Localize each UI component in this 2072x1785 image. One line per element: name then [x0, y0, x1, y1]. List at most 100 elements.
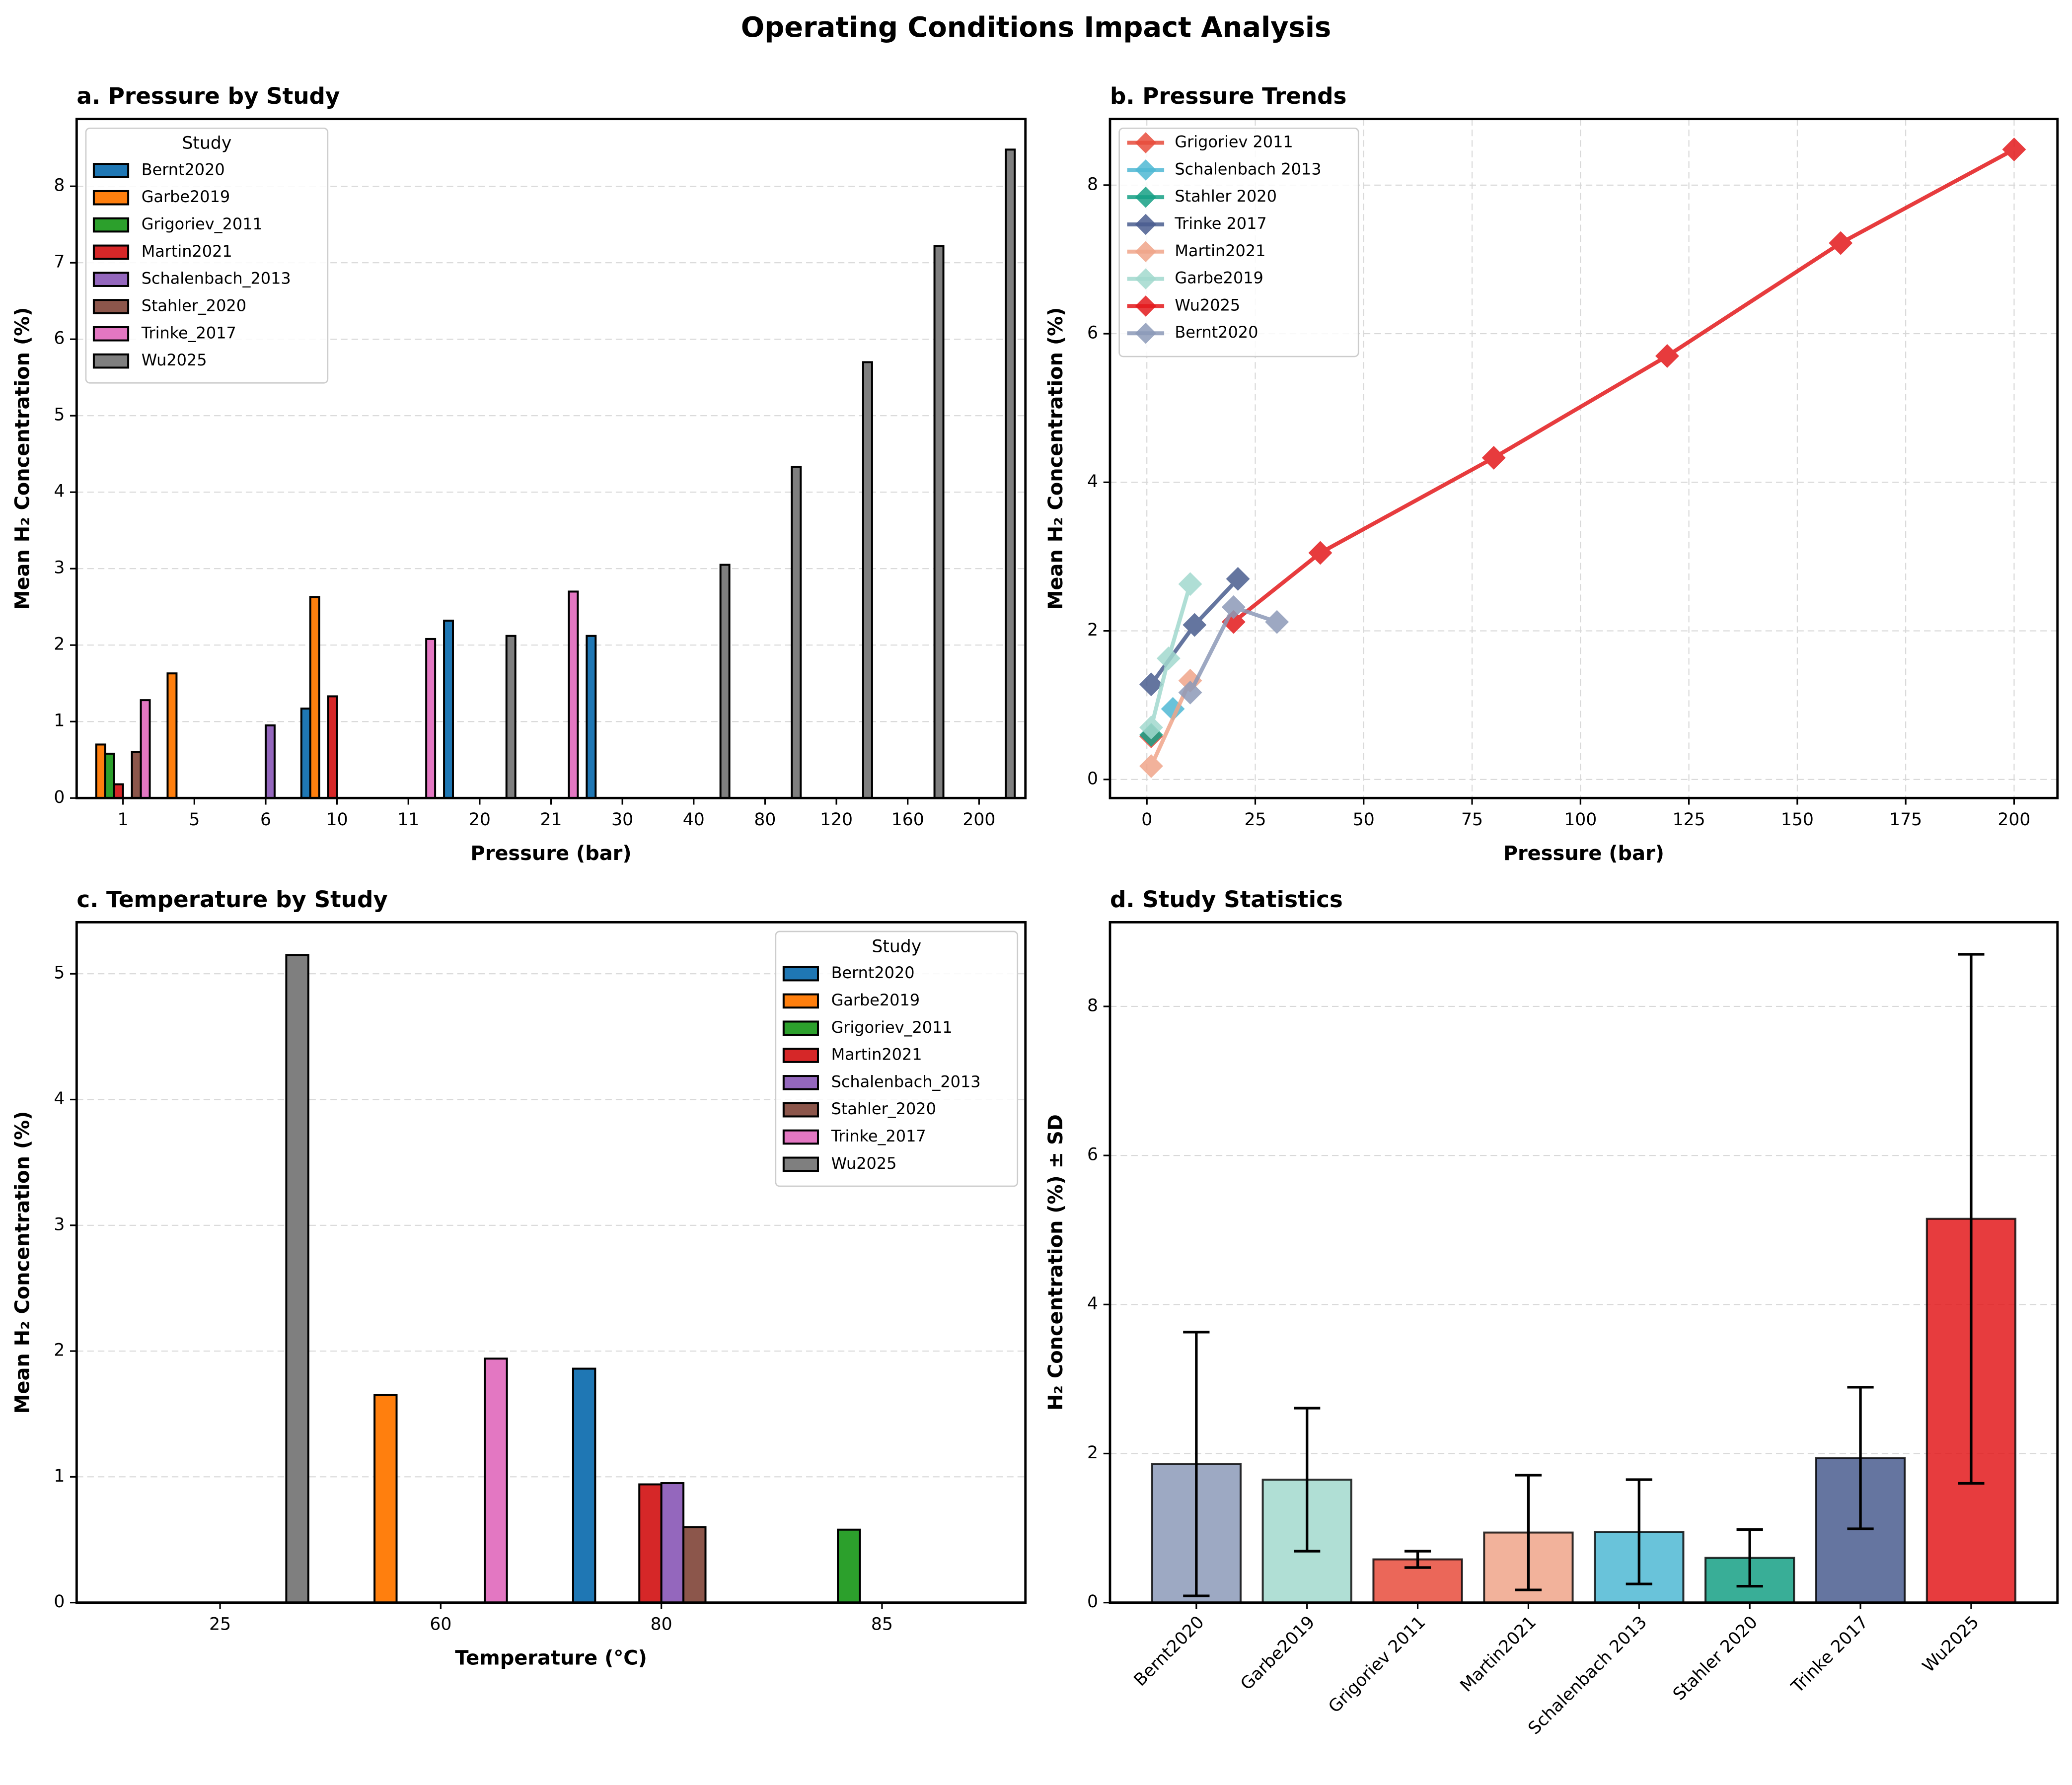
legend-swatch: [92, 353, 130, 369]
bar: [264, 724, 276, 799]
y-tick-label: 5: [54, 405, 65, 425]
axes-frame: [1109, 921, 2059, 1604]
legend-box: [1118, 127, 1359, 357]
y-tick-label: 3: [54, 1214, 65, 1234]
axes-frame: [75, 921, 1027, 1604]
marker: [1829, 231, 1853, 255]
y-tick-label: 0: [54, 1592, 65, 1612]
legend-label: Martin2021: [831, 1045, 922, 1064]
line: [1232, 147, 2015, 624]
x-tick-label: 160: [891, 810, 924, 830]
x-tick-label: 50: [1353, 810, 1375, 830]
marker: [1139, 754, 1163, 778]
legend-label: Stahler_2020: [142, 296, 246, 315]
bar: [95, 743, 106, 799]
legend-label: Schalenbach_2013: [142, 269, 291, 288]
x-tick-label: 150: [1781, 810, 1814, 830]
y-axis-label: Mean H₂ Concentration (%): [11, 307, 34, 610]
legend-swatch: [92, 244, 130, 260]
y-tick-label: 8: [54, 176, 65, 196]
y-tick-label: 1: [54, 711, 65, 731]
legend-swatch: [92, 163, 130, 178]
y-tick-label: 0: [54, 787, 65, 807]
legend-title: Study: [872, 936, 921, 956]
legend-box: [85, 127, 329, 384]
panel-title: a. Pressure by Study: [76, 83, 340, 109]
error-bar: [1847, 1386, 1874, 1530]
legend-swatch: [782, 1156, 819, 1172]
y-tick-label: 2: [54, 635, 65, 654]
legend-label: Martin2021: [142, 242, 232, 261]
legend-swatch: [92, 272, 130, 287]
legend-label: Martin2021: [1175, 241, 1265, 260]
marker: [1655, 344, 1679, 368]
y-tick-label: 0: [1087, 1592, 1098, 1612]
bar: [140, 699, 151, 799]
bar: [285, 954, 309, 1604]
legend-label: Bernt2020: [142, 160, 225, 179]
bar: [425, 638, 437, 799]
x-tick-label: 75: [1461, 810, 1483, 830]
x-tick-label: 25: [1244, 810, 1266, 830]
y-tick-label: 2: [54, 1341, 65, 1360]
y-tick-label: 3: [54, 558, 65, 578]
x-tick-label: 30: [611, 810, 633, 830]
axes-frame: [75, 118, 1027, 799]
axes-frame: [1109, 118, 2059, 799]
error-bar: [1294, 1407, 1321, 1553]
legend-swatch: [92, 190, 130, 206]
legend-title: Study: [182, 134, 231, 153]
x-tick-label: 10: [326, 810, 348, 830]
legend-swatch: [92, 217, 130, 233]
legend-swatch: [782, 1048, 819, 1063]
y-tick-label: 8: [1087, 996, 1098, 1015]
y-tick-label: 2: [1087, 620, 1098, 640]
legend-label: Wu2025: [831, 1154, 897, 1173]
legend-label: Grigoriev_2011: [142, 214, 263, 233]
panel-title: d. Study Statistics: [1110, 886, 1343, 913]
legend-label: Schalenbach 2013: [1175, 159, 1321, 178]
legend-label: Garbe2019: [142, 187, 230, 206]
legend-label: Garbe2019: [1175, 269, 1263, 287]
legend-label: Bernt2020: [831, 963, 915, 982]
legend-label: Trinke_2017: [831, 1127, 926, 1145]
x-tick-label: 6: [260, 810, 271, 830]
error-bar: [1958, 953, 1985, 1485]
bar: [719, 564, 731, 799]
x-tick-label: 5: [189, 810, 200, 830]
legend-swatch: [782, 966, 819, 982]
y-tick-label: 4: [1087, 1294, 1098, 1314]
x-tick-label: 200: [962, 810, 995, 830]
bar: [327, 695, 338, 799]
marker: [1221, 595, 1246, 619]
bar: [862, 361, 873, 799]
x-tick-label: 25: [209, 1614, 231, 1634]
bar: [586, 635, 597, 799]
series: [1221, 138, 2026, 634]
legend-swatch: [782, 1102, 819, 1118]
y-tick-label: 4: [54, 1089, 65, 1109]
y-axis-label: H₂ Concentration (%) ± SD: [1044, 1114, 1067, 1411]
legend-label: Wu2025: [1175, 295, 1240, 314]
legend-label: Grigoriev 2011: [1175, 133, 1293, 151]
y-tick-label: 5: [54, 963, 65, 983]
bar: [373, 1394, 398, 1604]
legend-label: Grigoriev_2011: [831, 1018, 953, 1037]
y-tick-label: 6: [1087, 1145, 1098, 1165]
legend-label: Garbe2019: [831, 991, 920, 1009]
x-axis-label: Pressure (bar): [1503, 842, 1664, 865]
bar: [443, 619, 454, 799]
y-tick-label: 7: [54, 252, 65, 272]
legend-label: Bernt2020: [1175, 323, 1258, 342]
x-tick-label: 125: [1673, 810, 1705, 830]
bar: [104, 752, 115, 799]
bar: [572, 1367, 596, 1604]
bar: [638, 1483, 663, 1604]
x-tick-label: 1: [118, 810, 129, 830]
x-tick-label: 21: [540, 810, 562, 830]
bar: [837, 1528, 861, 1604]
error-bar: [1515, 1474, 1542, 1591]
panel-title: c. Temperature by Study: [76, 886, 388, 913]
legend-swatch: [782, 1129, 819, 1145]
